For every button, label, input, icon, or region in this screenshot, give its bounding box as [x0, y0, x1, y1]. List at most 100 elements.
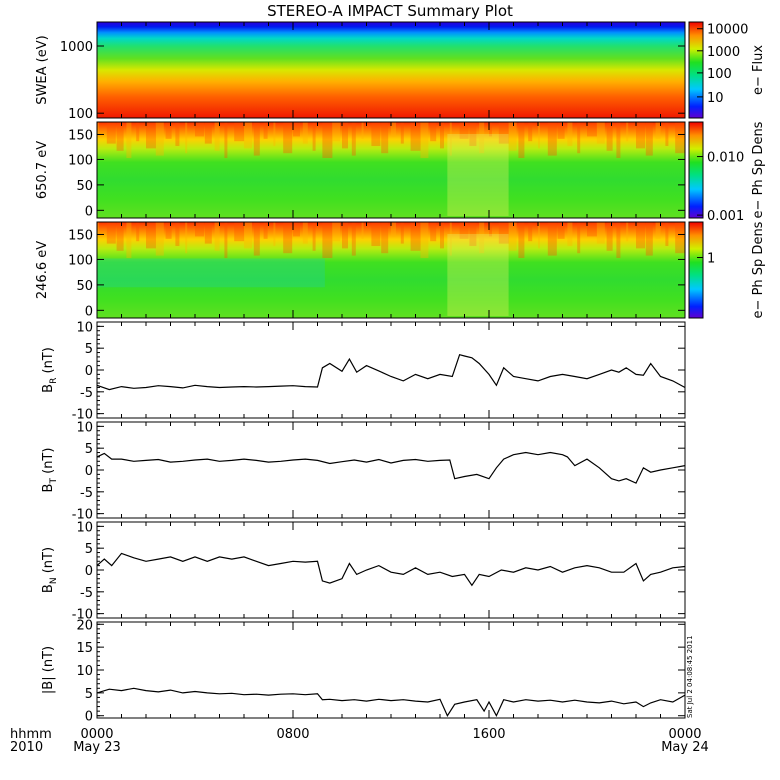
pad650-flux-streak	[606, 122, 613, 151]
swea-colorbar-label: e− Flux	[751, 45, 766, 95]
bmag-frame	[96, 621, 686, 719]
pad246-colorbar	[688, 221, 704, 319]
pad246-flux-streak	[146, 222, 156, 249]
pad246-flux-streak	[616, 222, 621, 258]
pad246-flux-streak	[312, 222, 316, 251]
pad650-flux-streak	[440, 122, 444, 149]
pad246-flux-streak	[557, 222, 565, 239]
bn-y-tick-label: -10	[72, 608, 93, 623]
pad650-disturbed-region	[447, 134, 509, 216]
pad650-y-label: 650.7 eV	[35, 141, 50, 199]
pad650-flux-streak	[645, 122, 653, 156]
swea-y-tick-label: 100	[68, 107, 93, 122]
bt-frame	[96, 421, 686, 519]
x-tick-time-label: 1600	[472, 727, 505, 742]
pad650-flux-streak	[587, 122, 597, 137]
pad650-flux-streak	[430, 122, 437, 142]
pad650-colorbar	[688, 121, 704, 219]
pad246-flux-streak	[332, 222, 341, 242]
bn-y-tick-label: 0	[85, 564, 93, 579]
bt-y-tick-label: 10	[76, 420, 93, 435]
pad650-flux-streak	[538, 122, 540, 149]
pad650-flux-streak	[665, 122, 669, 146]
br-y-tick-label: -5	[80, 386, 93, 401]
figure-title: STEREO-A IMPACT Summary Plot	[267, 2, 513, 20]
pad246-flux-streak	[587, 222, 597, 237]
bn-y-tick-label: 10	[76, 520, 93, 535]
pad650-flux-streak	[253, 122, 260, 156]
x-tick-time-label: 0000	[668, 727, 701, 742]
pad246-flux-streak	[479, 222, 485, 254]
pad650-flux-streak	[342, 122, 348, 149]
pad650-y-tick-label: 150	[68, 128, 93, 143]
generation-timestamp: Sat Jul 2 04:08:45 2011	[686, 635, 694, 718]
pad246-flux-streak	[655, 222, 661, 239]
pad246-flux-streak	[361, 222, 364, 239]
pad650-flux-streak	[371, 122, 381, 146]
pad246-low-density-band	[97, 258, 325, 288]
panel-br: 10 5 0 -5 -10 BR (nT)	[41, 320, 686, 423]
pad650-flux-streak	[518, 122, 525, 158]
pad650-flux-streak	[263, 122, 268, 139]
time-row-label: hhmm	[10, 727, 52, 742]
pad246-flux-streak	[430, 222, 437, 242]
pad246-flux-streak	[253, 222, 260, 256]
pad650-flux-streak	[332, 122, 341, 142]
pad650-flux-streak	[175, 122, 180, 146]
pad650-flux-streak	[675, 122, 686, 154]
bt-y-tick-label: 0	[85, 464, 93, 479]
pad246-y-tick-label: 50	[76, 279, 93, 294]
pad246-flux-streak	[665, 222, 669, 246]
pad246-flux-streak	[371, 222, 381, 246]
bmag-y-tick-label: 0	[85, 710, 93, 725]
pad650-flux-streak	[498, 122, 509, 144]
pad246-flux-streak	[567, 222, 573, 246]
br-y-label: BR (nT)	[41, 347, 59, 393]
bn-frame	[96, 521, 686, 619]
pad650-flux-streak	[165, 122, 172, 139]
pad246-flux-streak	[449, 222, 452, 256]
pad650-flux-streak	[302, 122, 308, 144]
bn-y-tick-label: -5	[80, 586, 93, 601]
swea-colorbar-tick-label: 100	[707, 67, 732, 82]
x-tick-time-label: 0000	[80, 727, 113, 742]
pad246-y-label: 246.6 eV	[35, 241, 50, 299]
pad246-y-tick-label: 150	[68, 228, 93, 243]
pad246-flux-streak	[538, 222, 540, 249]
pad650-flux-streak	[489, 122, 492, 137]
bt-y-label: BT (nT)	[41, 448, 59, 493]
pad246-flux-streak	[351, 222, 356, 256]
panel-bt: 10 5 0 -5 -10 BT (nT)	[41, 420, 686, 523]
pad246-flux-streak	[185, 222, 188, 254]
bt-y-tick-label: -5	[80, 486, 93, 501]
pad650-flux-streak	[146, 122, 156, 149]
br-series-line	[96, 353, 686, 391]
pad246-flux-streak	[636, 222, 645, 249]
br-y-tick-label: 5	[85, 342, 93, 357]
pad650-flux-streak	[400, 122, 404, 144]
pad246-y-tick-label: 0	[85, 304, 93, 319]
pad650-flux-streak	[195, 122, 204, 137]
pad246-flux-streak	[97, 222, 99, 237]
bt-y-tick-label: -10	[72, 508, 93, 523]
pad246-spectrogram	[97, 222, 685, 318]
pad650-colorbar-tick-label: 0.001	[707, 209, 744, 224]
pad246-flux-streak	[518, 222, 525, 258]
pad650-flux-streak	[557, 122, 565, 139]
pad246-flux-streak	[126, 222, 132, 258]
pad246-flux-streak	[596, 222, 605, 244]
pad650-flux-streak	[449, 122, 452, 156]
swea-colorbar-tick-label: 10000	[707, 23, 748, 38]
bn-series-line	[96, 552, 686, 587]
pad246-y-tick-label: 100	[68, 253, 93, 268]
pad246-flux-streak	[204, 222, 212, 244]
bmag-y-label: |B| (nT)	[41, 646, 56, 694]
pad246-flux-streak	[469, 222, 477, 246]
pad246-flux-streak	[606, 222, 613, 251]
pad650-colorbar-label: e− Ph Sp Dens	[751, 121, 766, 218]
pad246-flux-streak	[244, 222, 252, 249]
pad650-flux-streak	[312, 122, 316, 151]
pad246-flux-streak	[381, 222, 389, 254]
